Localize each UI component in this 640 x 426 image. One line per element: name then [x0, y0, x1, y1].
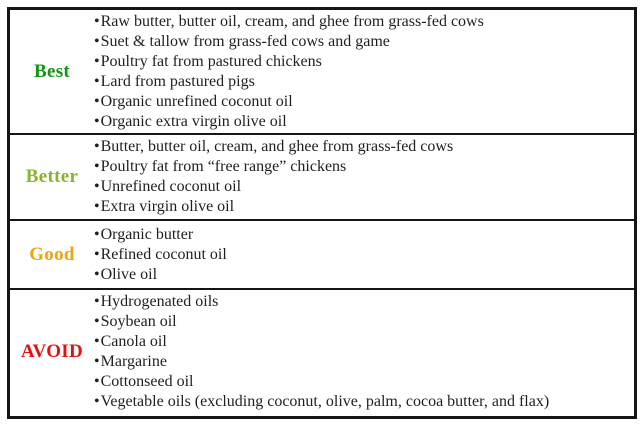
bullet-icon: • — [94, 198, 100, 215]
list-item: •Poultry fat from pastured chickens — [94, 52, 322, 70]
list-item: •Margarine — [94, 353, 167, 370]
bullet-icon: • — [94, 178, 100, 195]
bullet-icon: • — [94, 52, 100, 70]
list-item: •Vegetable oils (excluding coconut, oliv… — [94, 393, 550, 410]
row-label-avoid: AVOID — [20, 341, 83, 362]
bullet-icon: • — [94, 393, 100, 410]
fats-ranking-table: Best •Raw butter, butter oil, cream, and… — [7, 7, 637, 419]
item-list-good: •Organic butter •Refined coconut oil •Oliv… — [94, 225, 632, 285]
bullet-icon: • — [94, 158, 100, 175]
row-label-good: Good — [29, 243, 75, 265]
list-item: •Lard from pastured pigs — [94, 72, 255, 90]
bullet-icon: • — [94, 293, 100, 310]
list-item: •Extra virgin olive oil — [94, 198, 235, 215]
list-item: •Organic extra virgin olive oil — [94, 112, 287, 130]
bullet-icon: • — [94, 265, 100, 283]
list-item: •Organic unrefined coconut oil — [94, 92, 293, 110]
list-item: •Organic butter — [94, 225, 194, 243]
list-item: •Poultry fat from “free range” chickens — [94, 158, 347, 175]
bullet-icon: • — [94, 225, 100, 243]
bullet-icon: • — [94, 92, 100, 110]
bullet-icon: • — [94, 353, 100, 370]
list-item: •Suet & tallow from grass-fed cows and g… — [94, 32, 390, 50]
bullet-icon: • — [94, 313, 100, 330]
row-label-better: Better — [25, 166, 79, 187]
list-item: •Olive oil — [94, 265, 158, 283]
list-item: •Unrefined coconut oil — [94, 178, 242, 195]
item-list-better: •Butter, butter oil, cream, and ghee fro… — [94, 137, 632, 217]
list-item: •Raw butter, butter oil, cream, and ghee… — [94, 12, 484, 30]
list-item: •Refined coconut oil — [94, 245, 227, 263]
bullet-icon: • — [94, 32, 100, 50]
table-row-better: Better •Butter, butter oil, cream, and g… — [10, 135, 634, 221]
list-item: •Butter, butter oil, cream, and ghee fro… — [94, 138, 454, 155]
table-row-good: Good •Organic butter •Refined coconut oil… — [10, 221, 634, 290]
list-item: •Hydrogenated oils — [94, 293, 219, 310]
list-item: •Cottonseed oil — [94, 373, 194, 390]
bullet-icon: • — [94, 138, 100, 155]
bullet-icon: • — [94, 333, 100, 350]
bullet-icon: • — [94, 12, 100, 30]
bullet-icon: • — [94, 245, 100, 263]
bullet-icon: • — [94, 373, 100, 390]
list-item: •Soybean oil — [94, 313, 177, 330]
row-label-best: Best — [33, 60, 71, 82]
list-item: •Canola oil — [94, 333, 167, 350]
item-list-avoid: •Hydrogenated oils •Soybean oil •Canola oi… — [94, 292, 632, 412]
bullet-icon: • — [94, 72, 100, 90]
table-row-best: Best •Raw butter, butter oil, cream, and… — [10, 10, 634, 135]
bullet-icon: • — [94, 112, 100, 130]
table-row-avoid: AVOID •Hydrogenated oils •Soybean oil •Can… — [10, 290, 634, 414]
item-list-best: •Raw butter, butter oil, cream, and ghee… — [94, 12, 632, 132]
